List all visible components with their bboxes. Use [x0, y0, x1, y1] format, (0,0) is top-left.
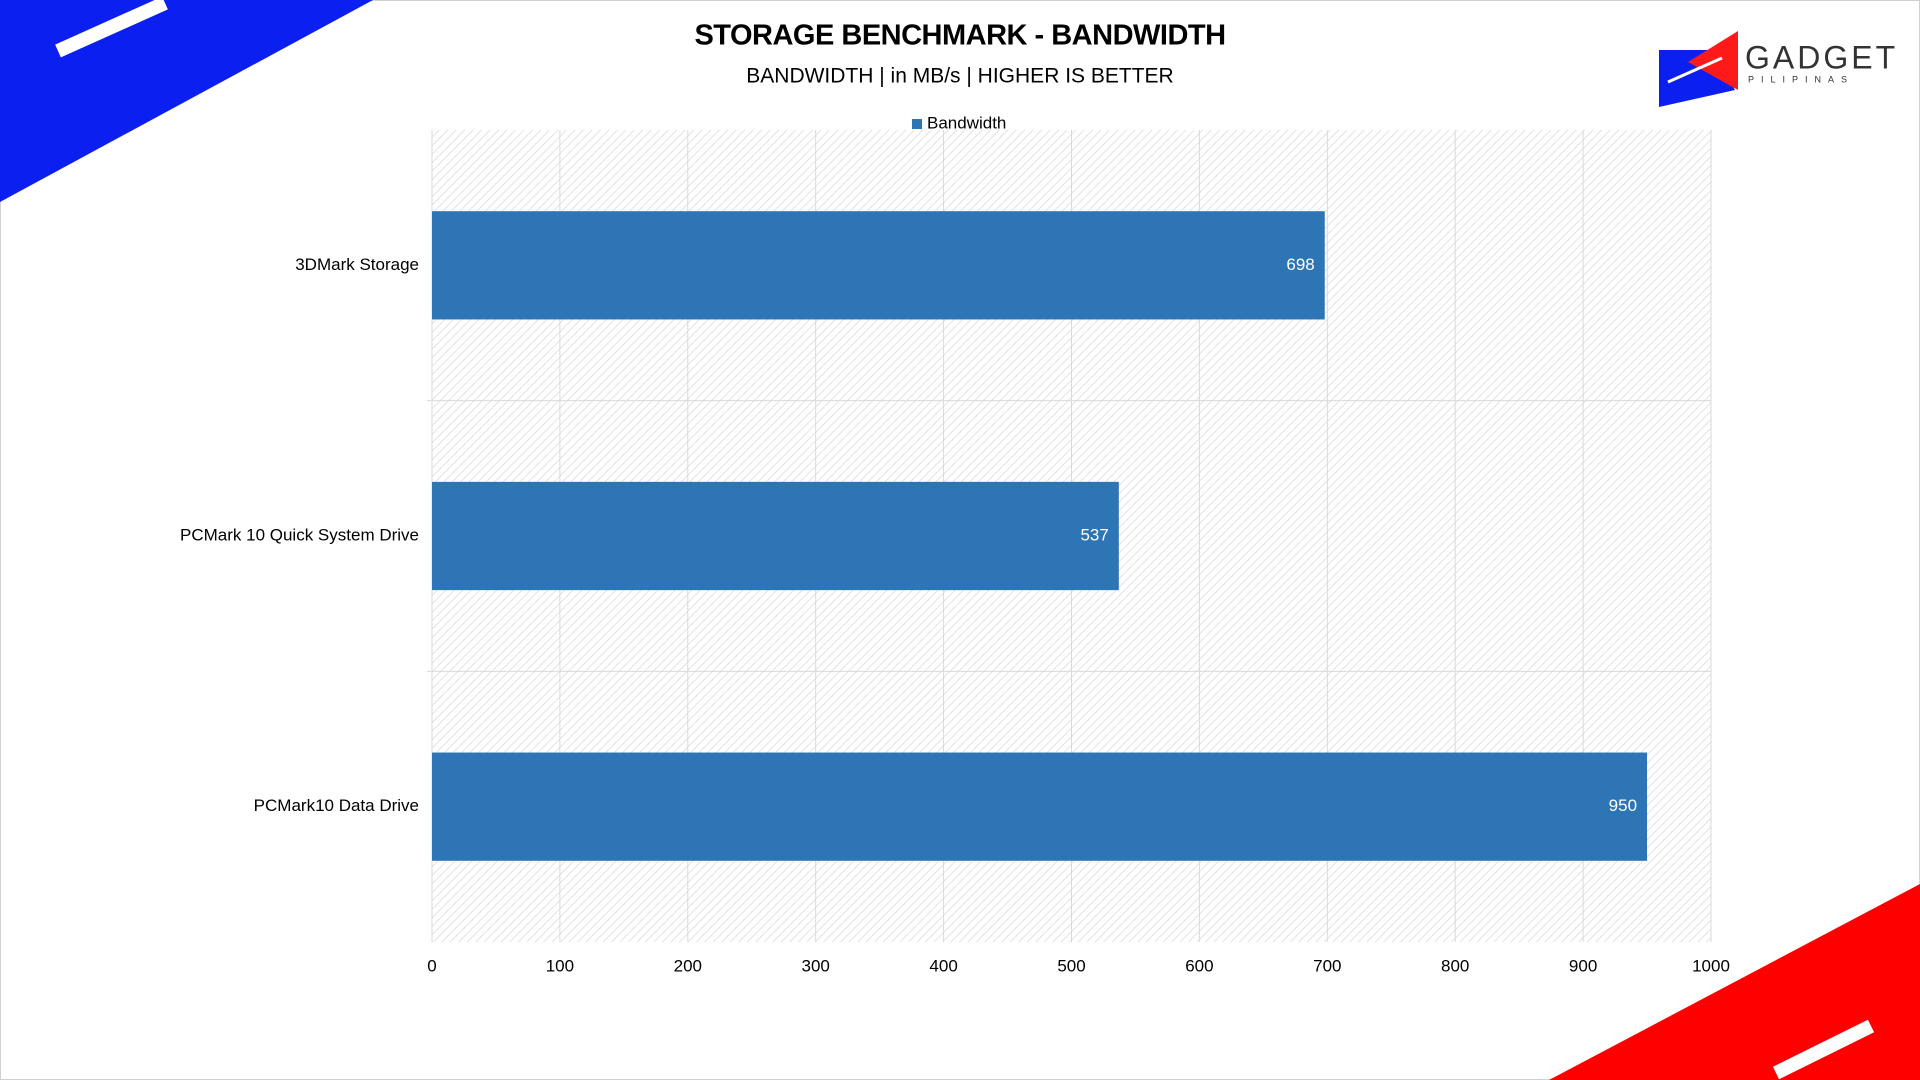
logo-stripe: [1667, 56, 1723, 84]
x-tick-label: 800: [1441, 956, 1469, 975]
x-tick-label: 300: [802, 956, 830, 975]
corner-blue: [0, 0, 373, 202]
corner-stripe: [55, 0, 168, 58]
bar: [432, 752, 1648, 861]
x-tick-label: 500: [1057, 956, 1085, 975]
chart-title: STORAGE BENCHMARK - BANDWIDTH: [694, 20, 1225, 52]
value-label: 537: [1080, 525, 1108, 544]
x-tick-label: 200: [674, 956, 702, 975]
legend-swatch: [912, 119, 922, 129]
x-tick-label: 900: [1569, 956, 1597, 975]
bar: [432, 481, 1119, 591]
bar: [432, 211, 1325, 320]
chart-subtitle: BANDWIDTH | in MB/s | HIGHER IS BETTER: [746, 65, 1173, 88]
value-label: 698: [1286, 255, 1314, 274]
value-label: 950: [1609, 796, 1637, 815]
y-tick-label: PCMark10 Data Drive: [254, 796, 419, 815]
logo-name: GADGET: [1745, 39, 1898, 75]
corner-stripe: [1772, 1019, 1875, 1080]
logo: GADGET PILIPINAS: [1659, 31, 1898, 107]
x-tick-label: 100: [546, 956, 574, 975]
logo-tagline: PILIPINAS: [1748, 74, 1854, 84]
x-tick-label: 600: [1185, 956, 1213, 975]
corner-red: [1549, 884, 1920, 1080]
x-tick-label: 0: [427, 956, 436, 975]
y-tick-label: 3DMark Storage: [295, 255, 419, 274]
y-tick-label: PCMark 10 Quick System Drive: [180, 525, 419, 544]
x-tick-label: 400: [929, 956, 957, 975]
legend-label: Bandwidth: [927, 113, 1006, 132]
x-tick-label: 700: [1313, 956, 1341, 975]
x-tick-label: 1000: [1692, 956, 1730, 975]
